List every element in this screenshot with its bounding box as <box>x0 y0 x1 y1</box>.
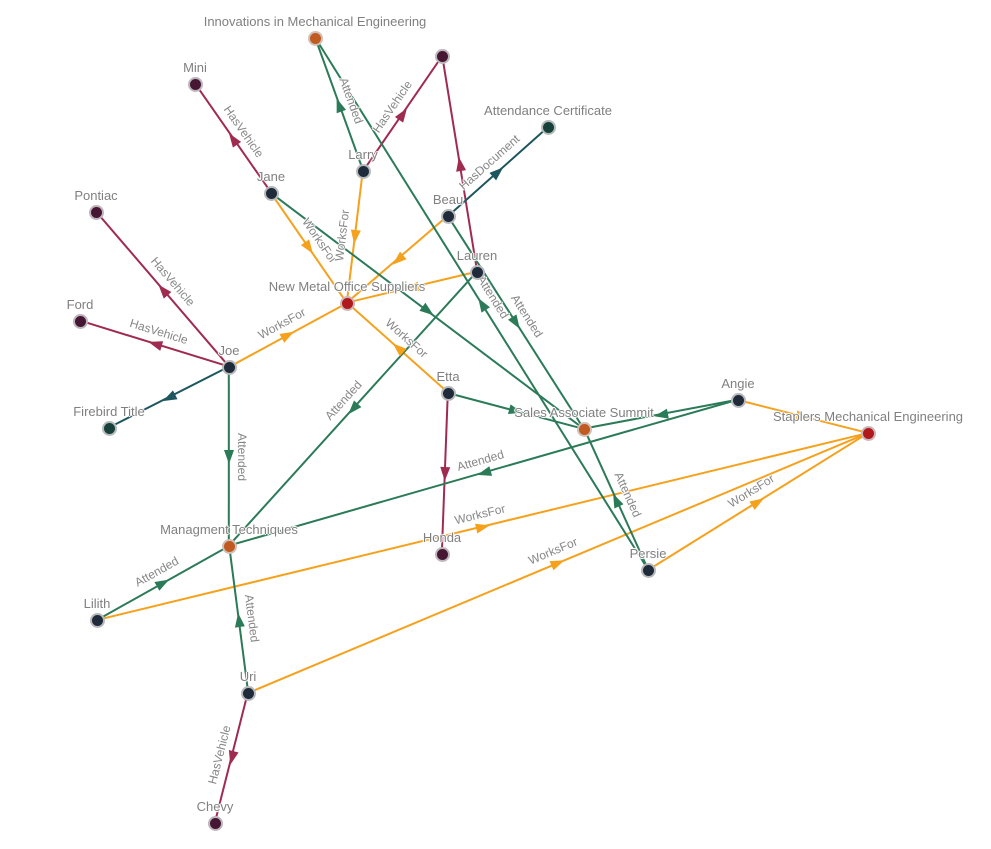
node-label-firebird: Firebird Title <box>73 404 145 419</box>
edge-label-larry-nmos: WorksFor <box>332 208 353 262</box>
node-angie[interactable] <box>730 392 746 408</box>
arrowhead-icon-larry-nmos <box>349 229 361 245</box>
node-label-mini: Mini <box>183 60 207 75</box>
node-label-pontiac: Pontiac <box>74 188 118 203</box>
arrowhead-icon-etta-honda <box>439 466 451 481</box>
node-label-lauren: Lauren <box>456 248 498 263</box>
node-label-attcert: Attendance Certificate <box>484 103 612 118</box>
node-label-joe: Joe <box>218 343 240 358</box>
node-unlabeled-vehicle[interactable] <box>434 48 450 64</box>
node-label-ime: Innovations in Mechanical Engineering <box>203 14 427 29</box>
node-label-nmos: New Metal Office Suppliers <box>268 279 426 294</box>
node-mt[interactable] <box>221 538 237 554</box>
node-ime[interactable] <box>307 30 323 46</box>
arrowhead-icon-joe-mt <box>223 449 235 464</box>
node-etta[interactable] <box>440 385 456 401</box>
node-uri[interactable] <box>240 685 256 701</box>
node-sme[interactable] <box>860 425 876 441</box>
node-lilith[interactable] <box>89 612 105 628</box>
node-mini[interactable] <box>187 76 203 92</box>
edge-label-beau-attcert: HasDocument <box>456 131 523 193</box>
node-label-sme: Staplers Mechanical Engineering <box>772 409 964 424</box>
node-label-lilith: Lilith <box>83 596 111 611</box>
node-persie[interactable] <box>640 562 656 578</box>
node-label-angie: Angie <box>721 376 755 391</box>
node-joe[interactable] <box>221 359 237 375</box>
node-label-larry: Larry <box>348 147 378 162</box>
node-label-persie: Persie <box>629 546 667 561</box>
node-label-honda: Honda <box>422 530 462 545</box>
node-pontiac[interactable] <box>88 204 104 220</box>
node-larry[interactable] <box>355 163 371 179</box>
arrowhead-icon-angie-sas <box>653 408 669 421</box>
node-attcert[interactable] <box>540 119 556 135</box>
node-sas[interactable] <box>576 421 592 437</box>
node-honda[interactable] <box>434 546 450 562</box>
node-label-etta: Etta <box>436 369 460 384</box>
node-chevy[interactable] <box>207 815 223 831</box>
node-label-chevy: Chevy <box>196 799 234 814</box>
edge-label-uri-mt: Attended <box>241 593 262 643</box>
arrowhead-icon-lauren-veh2 <box>453 156 466 172</box>
node-label-jane: Jane <box>256 169 286 184</box>
node-label-uri: Uri <box>239 669 257 684</box>
node-ford[interactable] <box>72 313 88 329</box>
node-label-ford: Ford <box>66 297 94 312</box>
node-label-beau: Beau <box>432 192 464 207</box>
node-nmos[interactable] <box>339 295 355 311</box>
node-label-mt: Managment Techniques <box>160 522 298 537</box>
node-lauren[interactable] <box>469 264 485 280</box>
node-jane[interactable] <box>263 185 279 201</box>
node-beau[interactable] <box>440 208 456 224</box>
node-label-sas: Sales Associate Summit <box>514 405 654 420</box>
edge-label-joe-mt: Attended <box>234 432 250 481</box>
arrowhead-icon-uri-mt <box>232 611 245 628</box>
node-firebird[interactable] <box>101 420 117 436</box>
